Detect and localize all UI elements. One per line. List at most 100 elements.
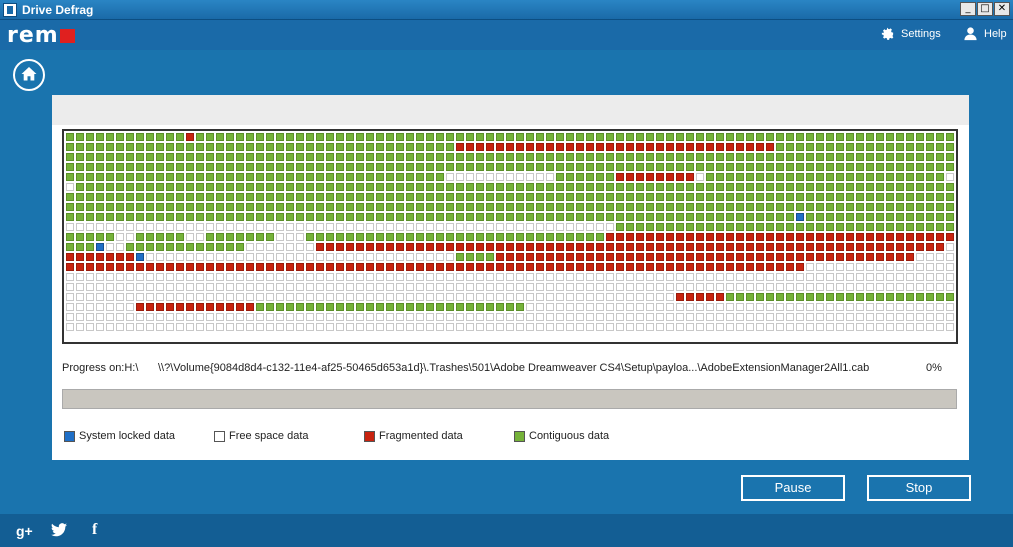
disk-block	[726, 233, 734, 241]
disk-block	[416, 183, 424, 191]
disk-block	[116, 313, 124, 321]
facebook-icon[interactable]: f	[92, 521, 98, 538]
disk-block	[436, 273, 444, 281]
disk-block	[336, 153, 344, 161]
disk-block	[926, 283, 934, 291]
disk-block	[876, 253, 884, 261]
disk-block	[176, 213, 184, 221]
disk-block	[236, 143, 244, 151]
disk-block	[686, 283, 694, 291]
minimize-button[interactable]: _	[960, 2, 976, 16]
disk-block	[516, 163, 524, 171]
title-bar: Drive Defrag _ □ ✕	[0, 0, 1013, 20]
google-plus-icon[interactable]: g+	[16, 523, 33, 539]
disk-block	[116, 273, 124, 281]
disk-block	[76, 163, 84, 171]
disk-block	[466, 263, 474, 271]
disk-block	[566, 273, 574, 281]
disk-block	[346, 243, 354, 251]
disk-block	[306, 223, 314, 231]
disk-block	[396, 323, 404, 331]
disk-block	[626, 253, 634, 261]
disk-block	[876, 233, 884, 241]
disk-block	[876, 133, 884, 141]
disk-block	[816, 153, 824, 161]
disk-block	[276, 253, 284, 261]
disk-block	[456, 233, 464, 241]
disk-block	[856, 283, 864, 291]
disk-block	[916, 283, 924, 291]
disk-block	[806, 203, 814, 211]
disk-block	[596, 283, 604, 291]
disk-block	[326, 233, 334, 241]
disk-block	[406, 313, 414, 321]
pause-button[interactable]: Pause	[741, 475, 845, 501]
disk-block	[946, 273, 954, 281]
disk-block	[216, 243, 224, 251]
disk-block	[456, 163, 464, 171]
disk-block	[406, 253, 414, 261]
disk-block	[346, 213, 354, 221]
settings-link[interactable]: Settings	[880, 26, 941, 41]
disk-block	[576, 213, 584, 221]
disk-block	[346, 153, 354, 161]
disk-block	[746, 153, 754, 161]
twitter-icon[interactable]	[51, 523, 67, 540]
disk-block	[376, 323, 384, 331]
disk-block	[796, 263, 804, 271]
disk-block	[686, 243, 694, 251]
disk-block	[326, 173, 334, 181]
disk-block	[256, 133, 264, 141]
disk-block	[266, 133, 274, 141]
disk-block	[156, 283, 164, 291]
disk-block	[256, 143, 264, 151]
disk-block	[946, 143, 954, 151]
disk-block	[116, 293, 124, 301]
disk-block	[466, 293, 474, 301]
disk-block	[626, 143, 634, 151]
disk-block	[536, 243, 544, 251]
disk-block	[366, 213, 374, 221]
disk-block	[486, 133, 494, 141]
disk-block	[696, 143, 704, 151]
disk-block	[276, 183, 284, 191]
disk-block	[656, 153, 664, 161]
disk-block	[606, 293, 614, 301]
disk-block	[216, 263, 224, 271]
disk-block	[476, 153, 484, 161]
maximize-button[interactable]: □	[977, 2, 993, 16]
disk-block	[816, 243, 824, 251]
disk-block	[256, 283, 264, 291]
disk-block	[66, 303, 74, 311]
disk-block	[746, 233, 754, 241]
help-link[interactable]: Help	[963, 26, 1007, 41]
disk-block	[756, 253, 764, 261]
disk-block	[916, 183, 924, 191]
disk-block	[66, 253, 74, 261]
disk-block	[856, 153, 864, 161]
disk-block	[716, 193, 724, 201]
disk-block	[546, 193, 554, 201]
disk-block	[106, 243, 114, 251]
disk-block	[296, 263, 304, 271]
disk-block	[756, 263, 764, 271]
disk-block	[76, 323, 84, 331]
disk-block	[316, 313, 324, 321]
disk-block	[836, 263, 844, 271]
gear-icon	[880, 26, 895, 41]
disk-block	[446, 243, 454, 251]
disk-block	[546, 163, 554, 171]
disk-block	[436, 293, 444, 301]
disk-block	[466, 223, 474, 231]
disk-block	[656, 293, 664, 301]
close-button[interactable]: ✕	[994, 2, 1010, 16]
home-button[interactable]	[13, 59, 45, 91]
disk-block	[156, 173, 164, 181]
disk-block	[556, 203, 564, 211]
disk-block	[546, 243, 554, 251]
disk-block	[896, 323, 904, 331]
disk-block	[426, 253, 434, 261]
disk-block	[866, 163, 874, 171]
disk-block	[696, 243, 704, 251]
stop-button[interactable]: Stop	[867, 475, 971, 501]
